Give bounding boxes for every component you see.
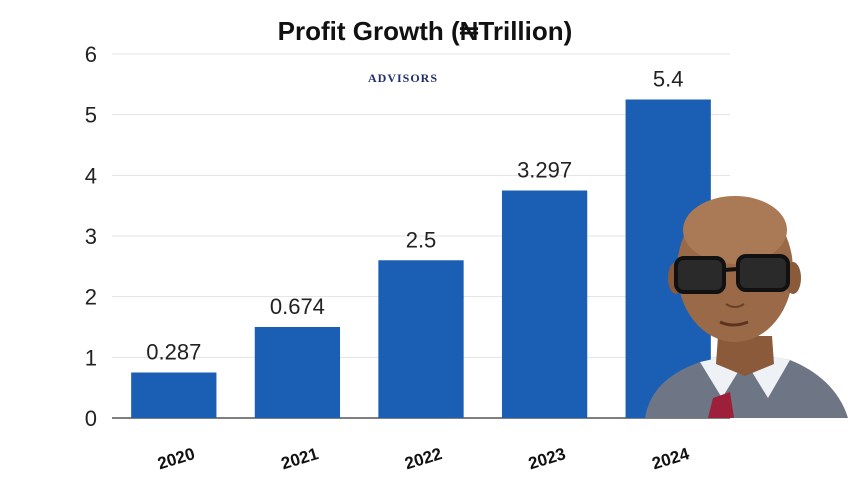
bars: 0.287 0.674 2.5 3.297 5.4 — [131, 67, 711, 418]
bar-2023 — [501, 190, 588, 418]
x-axis: 2020 2021 2022 2023 2024 — [155, 444, 692, 473]
x-tick-label-2020: 2020 — [155, 444, 197, 473]
y-tick-label: 1 — [85, 345, 97, 370]
x-tick-label-2021: 2021 — [279, 444, 321, 473]
x-tick-label-2023: 2023 — [526, 444, 568, 473]
bar-2020 — [131, 372, 217, 418]
y-axis: 0 1 2 3 4 5 6 — [85, 42, 97, 431]
x-tick-label-2022: 2022 — [403, 444, 445, 473]
bar-2021 — [254, 327, 341, 418]
y-tick-label: 6 — [85, 42, 97, 67]
data-label-2023: 3.297 — [517, 158, 572, 183]
data-label-2024: 5.4 — [653, 67, 684, 92]
y-tick-label: 5 — [85, 103, 97, 128]
x-tick-label-2024: 2024 — [650, 444, 692, 473]
y-tick-label: 0 — [85, 406, 97, 431]
data-label-2020: 0.287 — [146, 340, 201, 365]
data-label-2021: 0.674 — [270, 294, 325, 319]
data-label-2022: 2.5 — [406, 227, 437, 252]
bar-2022 — [378, 260, 464, 418]
y-tick-label: 4 — [85, 163, 97, 188]
advisors-watermark: ADVISORS — [368, 71, 438, 85]
portrait-image — [645, 196, 848, 418]
y-tick-label: 2 — [85, 285, 97, 310]
chart-title: Profit Growth (₦Trillion) — [278, 16, 573, 46]
y-tick-label: 3 — [85, 224, 97, 249]
